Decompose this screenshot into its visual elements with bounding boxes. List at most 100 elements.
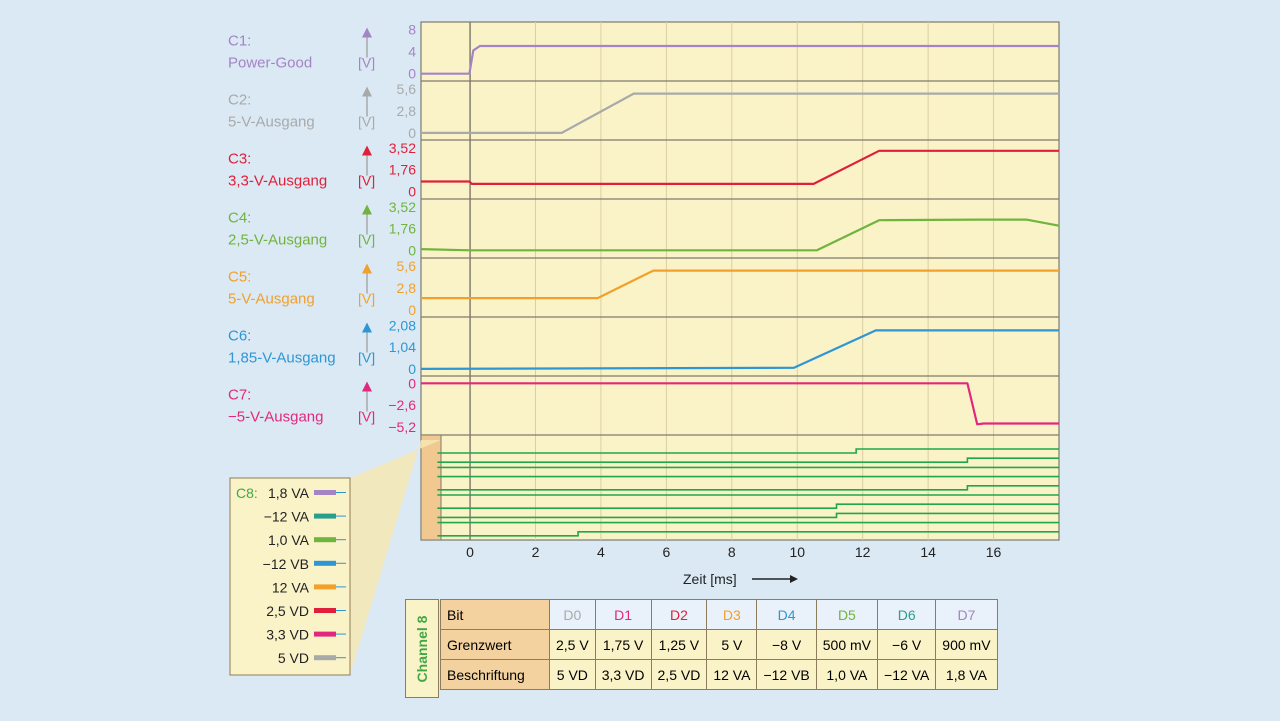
grenzwert-cell: 5 V bbox=[706, 629, 758, 660]
unit-label: [V] bbox=[358, 232, 375, 248]
y-tick-label: 0 bbox=[408, 302, 416, 318]
trace-c6 bbox=[420, 329, 1059, 370]
digital-trace bbox=[437, 512, 1059, 519]
legend-item-label: 1,0 VA bbox=[268, 532, 310, 548]
bit-header: D2 bbox=[650, 599, 708, 630]
digital-trace bbox=[437, 530, 1059, 537]
channel-name: Power-Good bbox=[228, 55, 312, 72]
table-row: Bit D0 D1 D2 D3 D4 D5 D6 D7 bbox=[440, 599, 998, 630]
x-tick-label: 14 bbox=[920, 544, 936, 560]
trace-c2 bbox=[421, 92, 1059, 134]
channel-id: C4: bbox=[228, 210, 251, 227]
grenzwert-cell: 1,25 V bbox=[650, 629, 708, 660]
bit-header: D4 bbox=[756, 599, 817, 630]
trace-c5 bbox=[421, 269, 1059, 300]
x-tick-label: 6 bbox=[662, 544, 670, 560]
digital-trace bbox=[437, 448, 1059, 454]
channel-name: 5-V-Ausgang bbox=[228, 114, 315, 131]
arrow-head-icon bbox=[362, 27, 372, 38]
y-tick-label: 3,52 bbox=[389, 199, 416, 215]
beschriftung-cell: 1,0 VA bbox=[815, 659, 879, 690]
bit-header: D6 bbox=[877, 599, 937, 630]
unit-label: [V] bbox=[358, 173, 375, 189]
trace-c3 bbox=[421, 149, 1059, 185]
legend-item-label: 1,8 VA bbox=[268, 485, 310, 501]
row-label-beschriftung: Beschriftung bbox=[440, 659, 550, 690]
row-label-bit: Bit bbox=[440, 599, 550, 630]
y-tick-label: 5,6 bbox=[397, 258, 417, 274]
y-tick-label: 2,08 bbox=[389, 318, 416, 334]
table-row: Beschriftung 5 VD 3,3 VD 2,5 VD 12 VA −12 VB 1… bbox=[440, 659, 998, 690]
x-tick-label: 10 bbox=[789, 544, 805, 560]
x-tick-label: 8 bbox=[728, 544, 736, 560]
channel-id: C5: bbox=[228, 269, 251, 286]
arrow-head-icon bbox=[790, 575, 798, 583]
legend-swatch bbox=[314, 631, 336, 637]
y-tick-label: −2,6 bbox=[388, 397, 416, 413]
legend-swatch bbox=[314, 655, 336, 661]
legend-item-label: 5 VD bbox=[278, 650, 309, 666]
channel-id: C6: bbox=[228, 328, 251, 345]
grenzwert-cell: 500 mV bbox=[815, 629, 879, 660]
y-tick-label: 2,8 bbox=[397, 103, 417, 119]
grenzwert-cell: −8 V bbox=[756, 629, 817, 660]
legend-item-label: −12 VB bbox=[263, 556, 309, 572]
legend-swatch bbox=[314, 560, 336, 566]
grenzwert-cell: −6 V bbox=[877, 629, 937, 660]
y-tick-label: 1,76 bbox=[389, 221, 416, 237]
trace-c4 bbox=[420, 218, 1060, 252]
digital-bus-marker bbox=[420, 434, 442, 541]
legend-callout bbox=[350, 440, 441, 675]
unit-label: [V] bbox=[358, 114, 375, 130]
beschriftung-cell: 3,3 VD bbox=[594, 659, 652, 690]
row-label-grenzwert: Grenzwert bbox=[440, 629, 550, 660]
y-tick-label: 0 bbox=[408, 375, 416, 391]
grenzwert-cell: 2,5 V bbox=[549, 629, 596, 660]
trace-c7 bbox=[421, 382, 1059, 426]
beschriftung-cell: −12 VA bbox=[877, 659, 937, 690]
arrow-head-icon bbox=[362, 86, 372, 97]
legend-item-label: 2,5 VD bbox=[266, 603, 309, 619]
bit-header: D5 bbox=[815, 599, 879, 630]
arrow-head-icon bbox=[362, 204, 372, 215]
channel-name: 5-V-Ausgang bbox=[228, 291, 315, 308]
y-tick-label: 5,6 bbox=[397, 81, 417, 97]
y-tick-label: 2,8 bbox=[397, 280, 417, 296]
bit-header: D1 bbox=[594, 599, 652, 630]
y-tick-label: 8 bbox=[408, 21, 416, 37]
digital-trace bbox=[437, 457, 1059, 464]
beschriftung-cell: −12 VB bbox=[756, 659, 817, 690]
y-tick-label: 1,76 bbox=[389, 162, 416, 178]
channel-id: C3: bbox=[228, 151, 251, 168]
channel8-label: Channel 8 bbox=[414, 615, 430, 682]
beschriftung-cell: 12 VA bbox=[706, 659, 758, 690]
channel8-label-box: Channel 8 bbox=[405, 599, 439, 698]
channel-id: C7: bbox=[228, 387, 251, 404]
unit-label: [V] bbox=[358, 350, 375, 366]
x-axis-label: Zeit [ms] bbox=[683, 571, 737, 587]
arrow-head-icon bbox=[362, 381, 372, 392]
digital-trace bbox=[437, 503, 1059, 510]
x-tick-label: 4 bbox=[597, 544, 605, 560]
legend-swatch bbox=[314, 490, 336, 495]
x-tick-label: 12 bbox=[855, 544, 871, 560]
unit-label: [V] bbox=[358, 291, 375, 307]
channel-id: C2: bbox=[228, 92, 251, 109]
channel-name: −5-V-Ausgang bbox=[228, 409, 324, 426]
digital-legend-box bbox=[229, 477, 351, 676]
legend-swatch bbox=[314, 584, 336, 590]
y-tick-label: 0 bbox=[408, 125, 416, 141]
digital-trace bbox=[437, 484, 1059, 491]
y-tick-label: 1,04 bbox=[389, 339, 416, 355]
channel-name: 3,3-V-Ausgang bbox=[228, 173, 327, 190]
legend-swatch bbox=[314, 537, 336, 543]
y-tick-label: 4 bbox=[408, 44, 416, 60]
y-tick-label: 0 bbox=[408, 66, 416, 82]
x-tick-label: 0 bbox=[466, 544, 474, 560]
y-tick-label: 0 bbox=[408, 242, 416, 258]
channel-name: 1,85-V-Ausgang bbox=[228, 350, 336, 367]
grenzwert-cell: 900 mV bbox=[935, 629, 998, 660]
